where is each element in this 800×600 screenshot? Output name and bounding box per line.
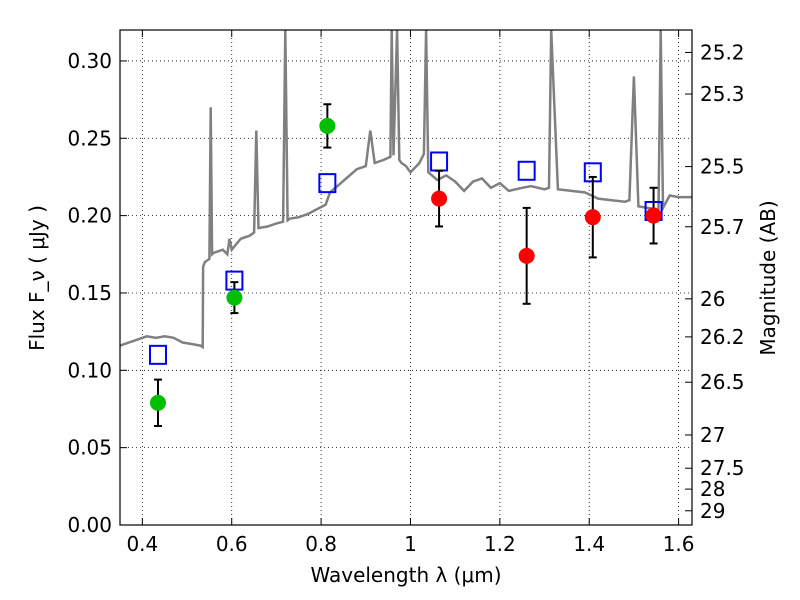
magnitude-tick-label: 26.5 <box>700 370 745 394</box>
x-tick-label: 1.2 <box>484 532 516 556</box>
magnitude-tick-label: 29 <box>700 499 725 523</box>
magnitude-tick-label: 25.3 <box>700 82 745 106</box>
y-tick-label: 0.15 <box>67 281 112 305</box>
model-flux-square <box>318 173 337 194</box>
plot-frame <box>119 29 693 526</box>
x-tick-label: 1.6 <box>663 532 695 556</box>
magnitude-tick-label: 25.7 <box>700 215 745 239</box>
y-axis-label: Flux F_ν ( μJy ) <box>25 205 49 351</box>
model-spectrum-line <box>120 30 692 350</box>
observed-flux-point <box>584 209 601 226</box>
x-tick-label: 1.4 <box>573 532 605 556</box>
data-marks <box>148 103 663 427</box>
y-tick-label: 0.30 <box>67 49 112 73</box>
y-tick-label: 0.20 <box>67 204 112 228</box>
x-axis-label: Wavelength λ (μm) <box>310 563 501 587</box>
observed-flux-point <box>149 394 166 411</box>
magnitude-tick-label: 27 <box>700 423 725 447</box>
magnitude-tick-label: 26.2 <box>700 325 745 349</box>
y-tick-label: 0.10 <box>67 358 112 382</box>
y-tick-label: 0.25 <box>67 126 112 150</box>
observed-flux-point <box>431 190 448 207</box>
x-tick-label: 0.6 <box>216 532 248 556</box>
y2-axis-label: Magnitude (AB) <box>756 200 780 355</box>
x-tick-label: 0.4 <box>126 532 158 556</box>
model-flux-square <box>148 344 167 365</box>
observed-flux-point <box>518 247 535 264</box>
y-tick-label: 0.05 <box>67 436 112 460</box>
y-tick-label: 0.00 <box>67 513 112 537</box>
magnitude-tick-label: 26 <box>700 287 725 311</box>
observed-flux-point <box>319 117 336 134</box>
observed-flux-point <box>226 289 243 306</box>
magnitude-tick-label: 25.5 <box>700 155 745 179</box>
axis-ticks: 0.4 0.6 0.8 1 1.2 1.4 1.6 0.00 0.05 0.10 0.15 0.20 0… <box>67 30 745 556</box>
magnitude-tick-label: 25.2 <box>700 40 745 64</box>
magnitude-tick-label: 28 <box>700 477 725 501</box>
x-tick-label: 1 <box>404 532 417 556</box>
magnitude-tick-label: 27.5 <box>700 456 745 480</box>
observed-flux-point <box>645 207 662 224</box>
model-flux-square <box>517 160 536 181</box>
x-tick-label: 0.8 <box>305 532 337 556</box>
